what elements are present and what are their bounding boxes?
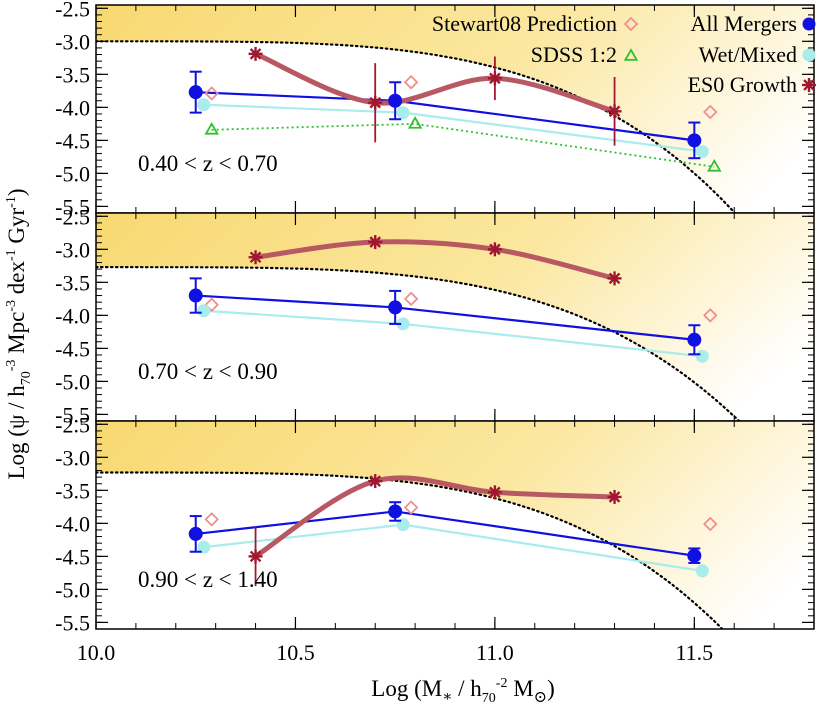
panel-3: -2.5 -3.0 -3.5 -4.0 -4.5 -5.0 -5.5 0.90 < z < 1…	[55, 412, 815, 635]
legend-symbol-es0-growth	[802, 78, 816, 92]
wet-mixed-point	[197, 540, 211, 554]
es0-growth-point	[248, 46, 263, 61]
panel-plot-area	[96, 421, 814, 629]
legend: Stewart08 Prediction SDSS 1:2 All Mergers W…	[432, 11, 816, 97]
x-tick-label: 11.5	[675, 640, 713, 665]
legend-label-wet-mixed: Wet/Mixed	[699, 42, 797, 67]
y-tick-label: -3.0	[55, 445, 90, 470]
envelope-curve	[96, 471, 724, 629]
all-mergers-point	[188, 288, 203, 303]
y-tick-label: -2.5	[55, 204, 90, 229]
panels: -2.5 -3.0 -3.5 -4.0 -4.5 -5.0 -5.5 0.40 < z < 0…	[55, 0, 815, 635]
legend-symbol-sdss	[623, 48, 639, 61]
y-tick-label: -5.0	[55, 161, 90, 186]
y-tick-label: -5.5	[55, 194, 90, 219]
y-tick-label: -4.0	[55, 95, 90, 120]
envelope-curve	[96, 266, 741, 421]
y-tick-label: -3.5	[55, 62, 90, 87]
y-tick-label: -5.0	[55, 577, 90, 602]
es0-growth-point	[368, 474, 383, 489]
legend-symbol-all-mergers	[802, 17, 816, 31]
sdss-point	[407, 116, 423, 129]
stewart08-point	[204, 86, 219, 101]
y-tick-label: -4.5	[55, 336, 90, 361]
es0-growth-point	[607, 271, 622, 286]
y-tick-label: -2.5	[55, 0, 90, 21]
es0-growth-point	[248, 549, 263, 564]
all-mergers-point	[388, 504, 403, 519]
legend-label-sdss: SDSS 1:2	[531, 42, 617, 67]
legend-label-es0-growth: ES0 Growth	[688, 72, 797, 97]
wet-mixed-point	[197, 304, 211, 318]
y-tick-label: -2.5	[55, 412, 90, 437]
stewart08-point	[403, 500, 419, 515]
es0-growth-point	[487, 242, 502, 257]
legend-label-stewart08: Stewart08 Prediction	[432, 11, 617, 36]
es0-growth-point	[607, 104, 622, 119]
stewart08-point	[703, 104, 718, 120]
y-tick-label: -3.0	[55, 29, 90, 54]
y-tick-label: -5.0	[55, 369, 90, 394]
y-tick-label: -3.0	[55, 237, 90, 262]
all-mergers-point	[388, 300, 403, 315]
y-tick-label: -4.5	[55, 544, 90, 569]
wet-mixed-point	[396, 317, 410, 331]
legend-label-all-mergers: All Mergers	[690, 11, 797, 36]
y-tick-label: -4.0	[55, 511, 90, 536]
y-tick-label: -3.5	[55, 270, 90, 295]
stewart08-point	[204, 512, 219, 527]
x-axis-label: Log (M∗ / h70-2 M⊙)	[371, 676, 554, 706]
sdss-point	[707, 158, 722, 172]
es0-growth-point	[368, 95, 383, 110]
es0-growth-curve	[253, 51, 618, 114]
panel-2: -2.5 -3.0 -3.5 -4.0 -4.5 -5.0 -5.5 0.70 < z < 0…	[55, 204, 815, 427]
wet-mixed-point	[695, 145, 709, 159]
es0-growth-curve	[253, 239, 618, 281]
legend-symbol-wet-mixed	[802, 48, 816, 62]
sdss-point	[204, 121, 219, 135]
redshift-label: 0.70 < z < 0.90	[138, 359, 278, 384]
stewart08-point	[703, 516, 718, 532]
wet-mixed-point	[197, 98, 211, 112]
x-tick-label: 10.0	[77, 640, 116, 665]
all-mergers-point	[687, 133, 702, 148]
envelope-curve	[96, 40, 737, 213]
redshift-label: 0.90 < z < 1.40	[138, 567, 278, 592]
es0-growth-point	[607, 489, 622, 504]
wet-mixed-point	[695, 564, 709, 578]
es0-growth-point	[487, 485, 502, 500]
x-axis: 10.0 10.5 11.0 11.5	[77, 640, 713, 665]
y-tick-label: -4.0	[55, 303, 90, 328]
y-tick-label: -4.5	[55, 128, 90, 153]
stewart08-point	[703, 308, 718, 323]
es0-growth-point	[248, 250, 263, 265]
all-mergers-point	[687, 332, 702, 347]
all-mergers-point	[188, 526, 203, 541]
y-tick-label: -5.5	[55, 402, 90, 427]
sdss-line	[211, 122, 715, 168]
shaded-region	[96, 213, 814, 421]
y-tick-label: -3.5	[55, 478, 90, 503]
all-mergers-point	[188, 85, 203, 100]
x-tick-label: 11.0	[476, 640, 514, 665]
es0-growth-point	[368, 235, 383, 250]
panel-plot-area	[96, 213, 814, 421]
stewart08-point	[403, 291, 419, 307]
es0-growth-curve	[253, 475, 618, 559]
wet-mixed-point	[396, 106, 410, 120]
redshift-label: 0.40 < z < 0.70	[138, 151, 278, 176]
all-mergers-point	[687, 548, 702, 563]
stewart08-point	[204, 297, 219, 313]
x-tick-label: 10.5	[276, 640, 315, 665]
y-axis-label: Log (ψ / h70-3 Mpc-3 dex-1 Gyr-1)	[4, 188, 34, 479]
es0-growth-point	[487, 71, 502, 86]
stewart08-point	[403, 74, 419, 90]
all-mergers-point	[388, 93, 403, 108]
legend-symbol-stewart08	[623, 16, 639, 32]
wet-mixed-point	[695, 349, 709, 363]
y-tick-label: -5.5	[55, 610, 90, 635]
